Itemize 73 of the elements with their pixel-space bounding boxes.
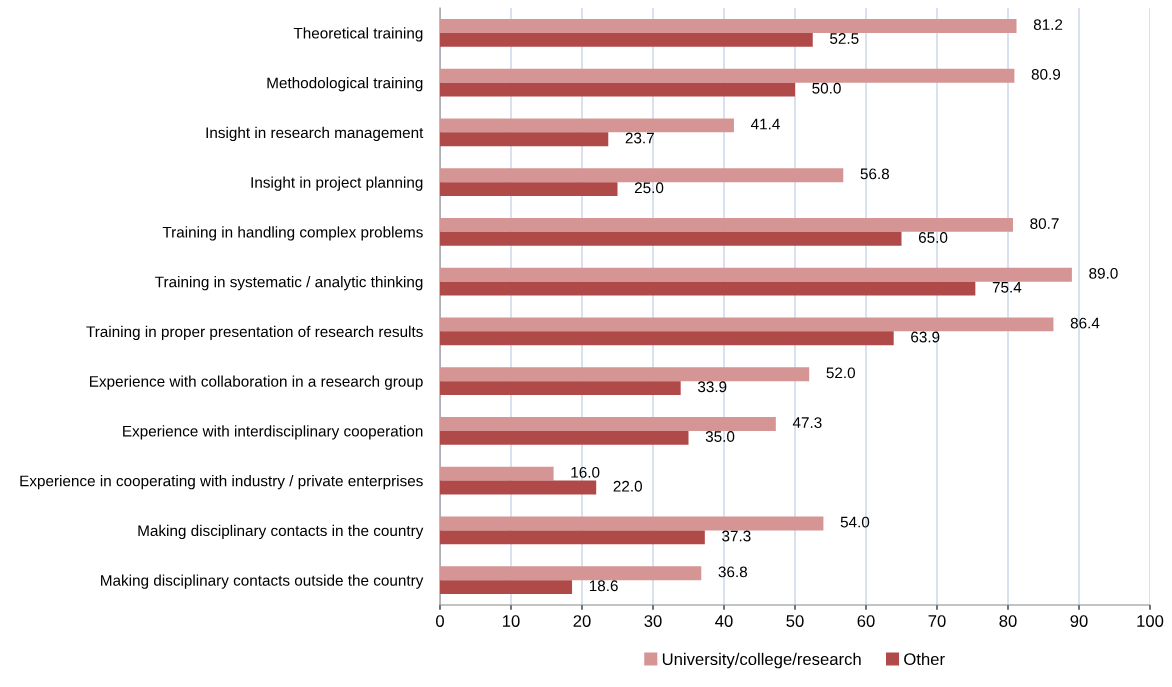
- bar: [440, 118, 734, 133]
- bar: [440, 331, 894, 346]
- y-tick-label: Training in proper presentation of research results: [86, 325, 423, 341]
- y-tick-label: Theoretical training: [293, 27, 423, 42]
- y-tick-label: Training in handling complex problems: [162, 226, 423, 241]
- x-tick-label: 50: [786, 615, 804, 627]
- data-label: 89.0: [1089, 267, 1118, 279]
- bar: [440, 281, 976, 296]
- bar: [440, 381, 681, 396]
- x-tick-label: 40: [715, 615, 733, 627]
- x-tick-label: 90: [1070, 615, 1088, 627]
- y-tick-label: Making disciplinary contacts in the country: [138, 524, 424, 540]
- data-label: 18.6: [589, 580, 618, 592]
- data-label: 16.0: [571, 466, 600, 478]
- data-label: 54.0: [840, 516, 870, 528]
- data-label: 52.0: [826, 367, 855, 379]
- bar: [440, 530, 705, 545]
- data-label: 23.7: [625, 132, 654, 144]
- x-tick-label: 70: [928, 615, 946, 627]
- y-tick-label: Experience in cooperating with industry / private enterprises: [20, 475, 423, 490]
- x-tick-label: 100: [1137, 615, 1164, 627]
- data-label: 50.0: [812, 82, 841, 94]
- x-tick-label: 0: [436, 615, 444, 627]
- bar: [440, 32, 813, 47]
- legend-label: University/college/research: [662, 652, 861, 669]
- data-label: 47.3: [792, 417, 822, 429]
- y-tick-label: Insight in research management: [206, 126, 424, 142]
- y-tick-label: Methodological training: [267, 77, 423, 92]
- bar: [440, 217, 1013, 232]
- y-tick-label: Insight in project planning: [251, 176, 423, 191]
- x-tick-label: 20: [573, 615, 591, 627]
- bar: [440, 168, 844, 183]
- bar: [440, 367, 810, 382]
- bar: [440, 430, 689, 445]
- bar: [440, 132, 609, 147]
- data-label: 36.8: [718, 566, 748, 578]
- bar: [440, 566, 702, 581]
- data-label: 22.0: [613, 480, 642, 492]
- data-label: 41.4: [750, 118, 780, 130]
- data-label: 75.4: [992, 282, 1022, 293]
- bar: [440, 466, 554, 481]
- bar: [440, 317, 1054, 332]
- data-label: 37.3: [722, 530, 751, 542]
- bar: [440, 516, 824, 531]
- x-tick-label: 10: [503, 615, 520, 627]
- x-tick-label: 80: [999, 615, 1017, 627]
- bar: [440, 267, 1072, 282]
- y-tick-label: Making disciplinary contacts outside the country: [101, 574, 424, 589]
- data-label: 80.7: [1030, 218, 1059, 230]
- data-label: 86.4: [1070, 317, 1100, 329]
- x-tick-label: 60: [857, 615, 875, 627]
- y-tick-label: Training in systematic / analytic thinking: [155, 276, 423, 291]
- legend-label: Other: [904, 652, 945, 666]
- bar: [440, 18, 1017, 33]
- y-tick-label: Experience with interdisciplinary cooperation: [123, 425, 423, 440]
- bar: [440, 580, 573, 595]
- bar: [440, 231, 902, 246]
- data-label: 65.0: [918, 232, 948, 243]
- data-label: 80.9: [1031, 68, 1061, 80]
- data-label: 52.5: [830, 33, 859, 44]
- data-label: 63.9: [911, 331, 940, 343]
- data-label: 81.2: [1033, 19, 1063, 31]
- x-tick-label: 30: [644, 615, 662, 627]
- bar: [440, 82, 795, 97]
- bar: [440, 68, 1015, 83]
- data-label: 33.9: [697, 381, 727, 393]
- y-tick-label: Experience with collaboration in a research group: [90, 375, 423, 390]
- bar: [440, 416, 776, 431]
- bar: [440, 182, 618, 197]
- data-label: 56.8: [860, 168, 890, 180]
- bar: [440, 480, 597, 495]
- data-label: 25.0: [634, 182, 664, 194]
- data-label: 35.0: [705, 431, 735, 442]
